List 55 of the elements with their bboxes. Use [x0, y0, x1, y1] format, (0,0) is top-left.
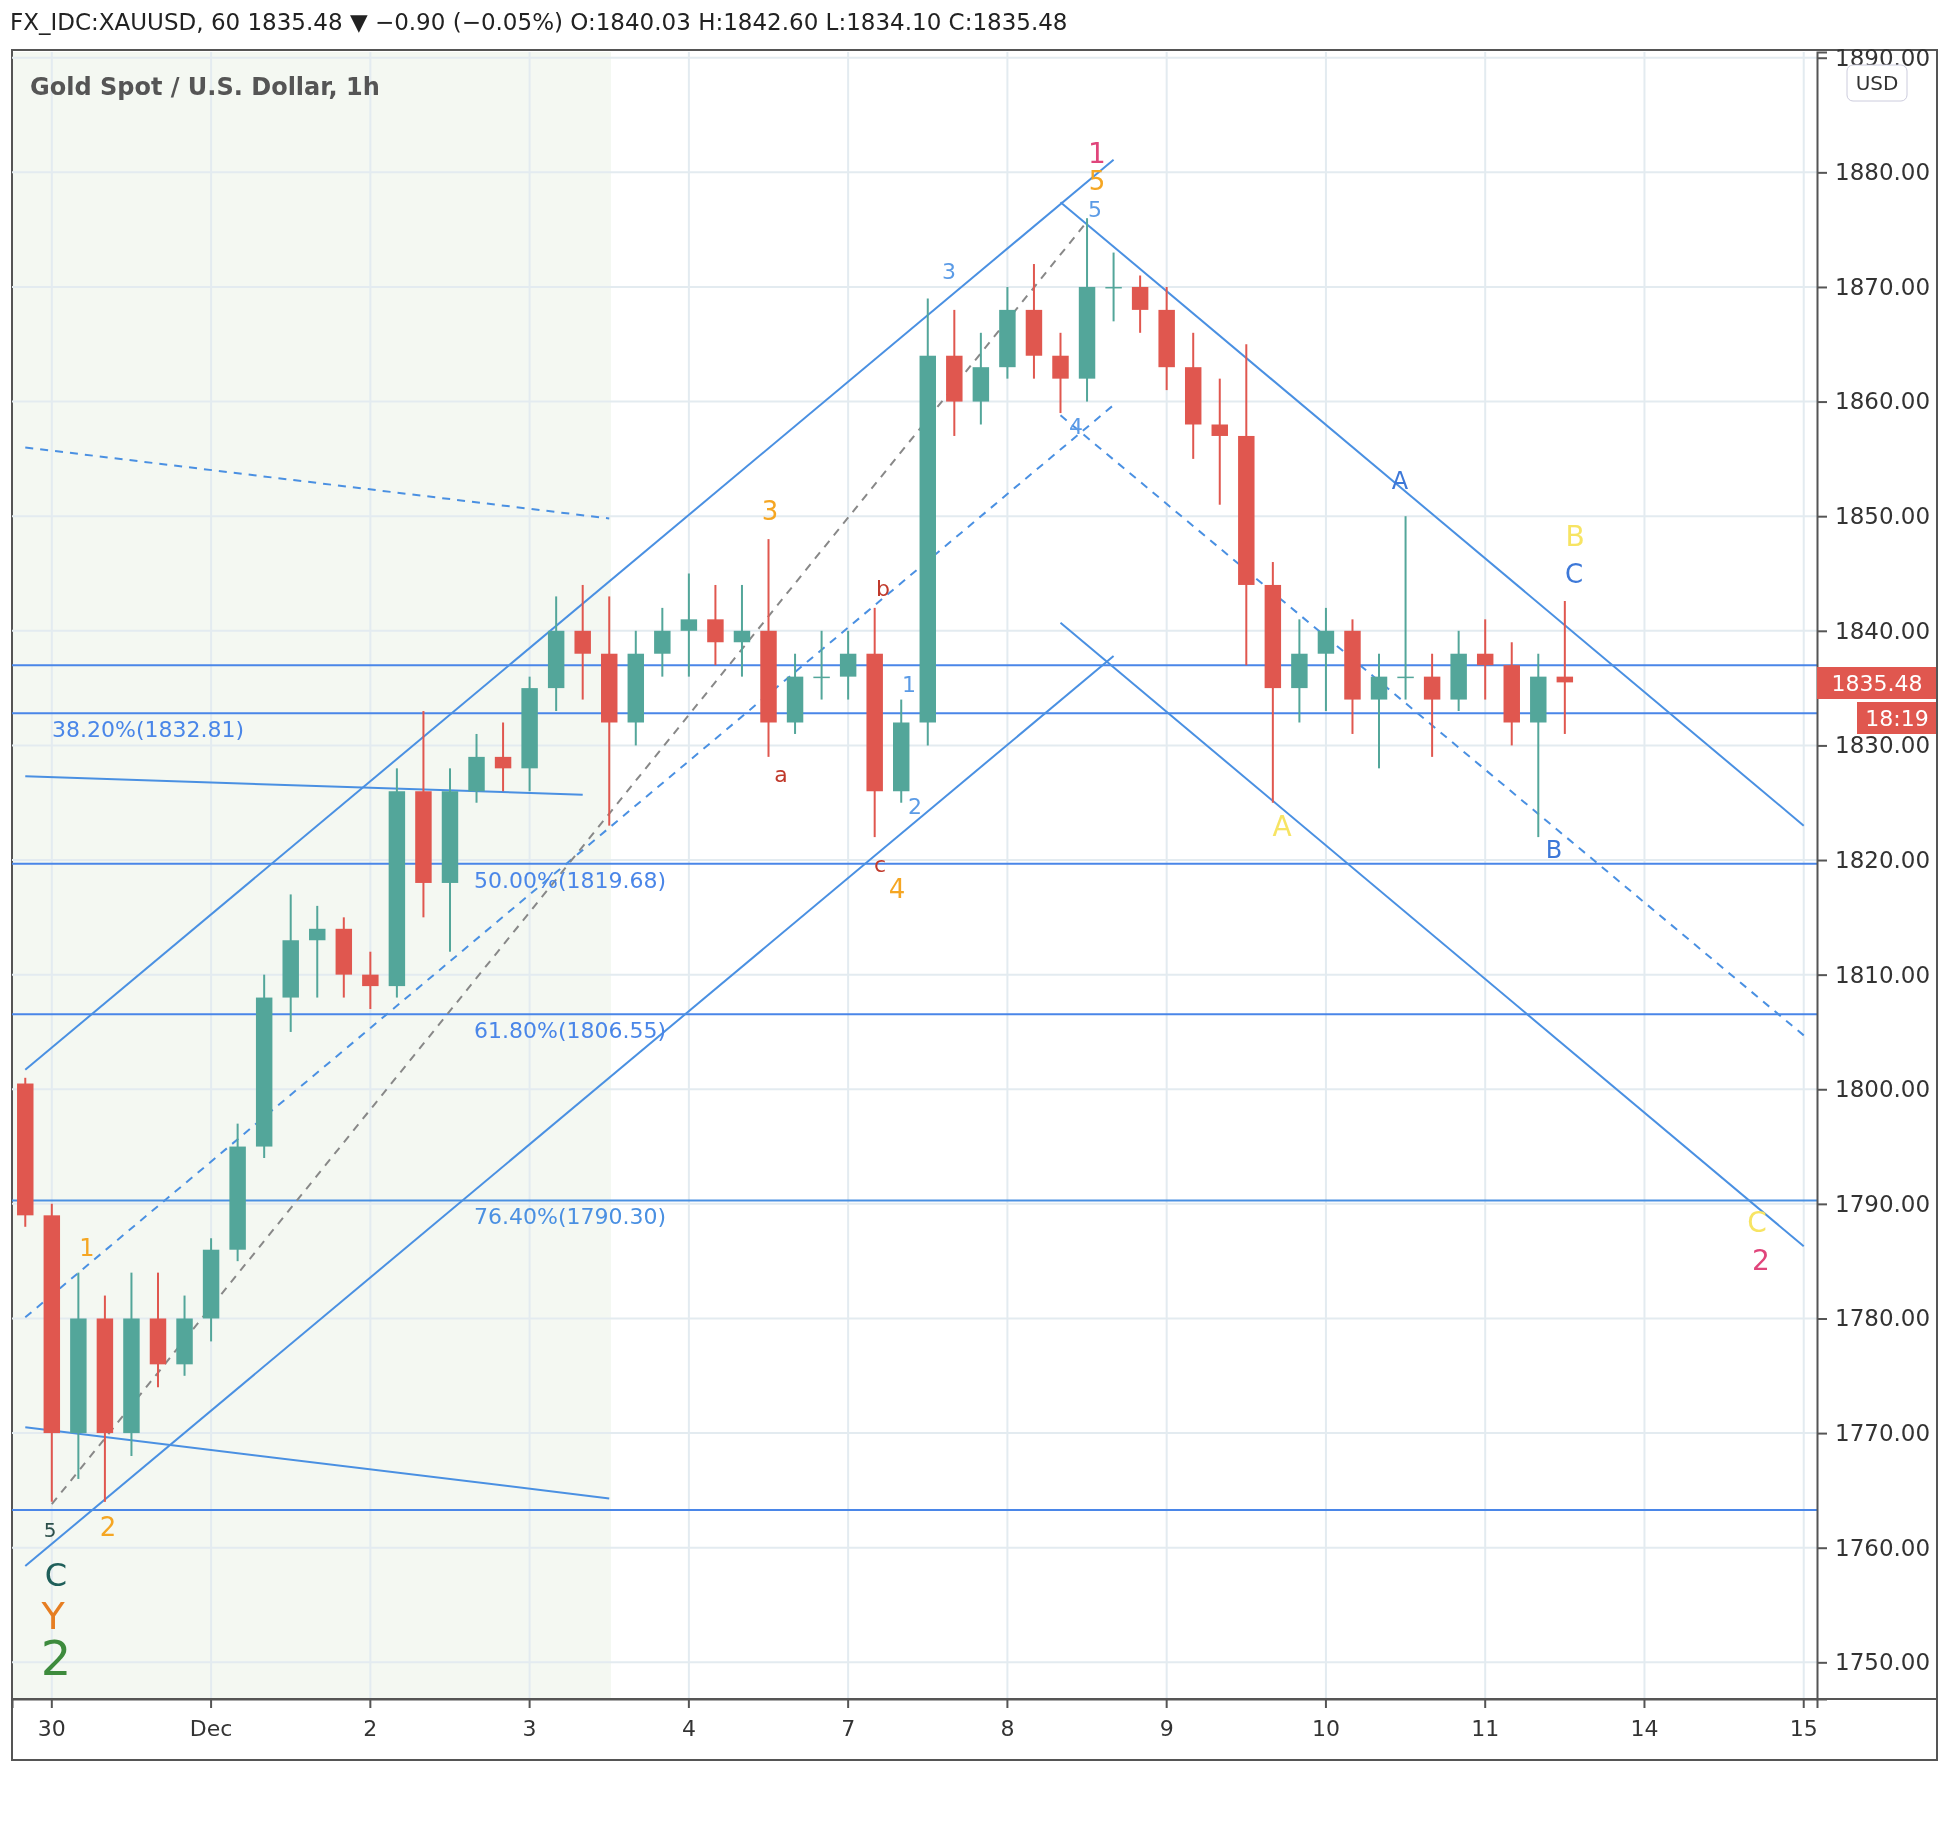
y-tick-label: 1860.00 — [1835, 388, 1931, 415]
x-tick-label: 10 — [1311, 1715, 1340, 1741]
ref-line-label: 76.40%(1790.30) — [474, 1204, 667, 1230]
annotation: 4 — [1069, 414, 1083, 439]
x-tick-label: 7 — [841, 1715, 856, 1741]
text: Gold Spot / U.S. Dollar, 1h — [30, 73, 380, 101]
y-tick-label: 1770.00 — [1835, 1419, 1931, 1446]
x-tick-label: 11 — [1471, 1715, 1500, 1741]
y-tick-label: 1760.00 — [1835, 1534, 1931, 1561]
y-tick-label: 1780.00 — [1835, 1305, 1931, 1332]
annotation: B — [1565, 520, 1585, 553]
text: 18:19 — [1865, 706, 1929, 731]
annotation: 1 — [902, 672, 916, 697]
annotation: 3 — [761, 495, 779, 526]
y-tick-label: 1750.00 — [1835, 1649, 1931, 1676]
annotation: 4 — [888, 873, 906, 904]
annotation: b — [876, 576, 890, 601]
annotation: B — [1545, 836, 1563, 864]
annotation: 2 — [908, 794, 922, 819]
y-tick-label: 1810.00 — [1835, 961, 1931, 988]
y-tick-label: 1880.00 — [1835, 159, 1931, 186]
x-tick-label: 14 — [1630, 1715, 1659, 1741]
ref-line-label: 61.80%(1806.55) — [474, 1018, 667, 1044]
y-tick-label: 1820.00 — [1835, 846, 1931, 873]
y-tick-label: 1890.00 — [1835, 44, 1931, 71]
y-tick-label: 1870.00 — [1835, 273, 1931, 300]
text: USD — [1855, 71, 1899, 95]
text: 1835.48 — [1831, 671, 1923, 696]
x-tick-label: 15 — [1789, 1715, 1818, 1741]
x-tick-label: 9 — [1159, 1715, 1174, 1741]
x-tick-label: 3 — [522, 1715, 537, 1741]
ref-line-label: 38.20%(1832.81) — [52, 717, 245, 743]
y-tick-label: 1790.00 — [1835, 1190, 1931, 1217]
x-tick-label: 30 — [37, 1715, 66, 1741]
y-tick-label: 1800.00 — [1835, 1076, 1931, 1103]
annotation: 3 — [942, 259, 956, 284]
x-tick-label: Dec — [189, 1715, 233, 1741]
annotation: A — [1272, 810, 1292, 843]
x-tick-label: 4 — [681, 1715, 696, 1741]
annotation: C — [1747, 1206, 1767, 1239]
x-tick-label: 8 — [1000, 1715, 1015, 1741]
annotation: C — [44, 1556, 68, 1594]
x-tick-label: 2 — [363, 1715, 378, 1741]
annotation: a — [774, 762, 788, 787]
y-tick-label: 1850.00 — [1835, 503, 1931, 530]
y-tick-label: 1840.00 — [1835, 617, 1931, 644]
annotation: 2 — [99, 1511, 117, 1542]
annotation: 5 — [1088, 197, 1102, 222]
annotation: 1 — [79, 1234, 95, 1262]
annotation: C — [1564, 558, 1584, 589]
annotation: 5 — [43, 1517, 57, 1542]
y-tick-label: 1830.00 — [1835, 732, 1931, 759]
ref-line-label: 50.00%(1819.68) — [474, 867, 667, 893]
annotation: 2 — [1752, 1244, 1770, 1277]
chart-subtitle: FX_IDC:XAUUSD, 60 1835.48 ▼ −0.90 (−0.05%) O:1840.03 H:1842.60 L:1834.10 C:1835.48 — [10, 9, 1068, 35]
